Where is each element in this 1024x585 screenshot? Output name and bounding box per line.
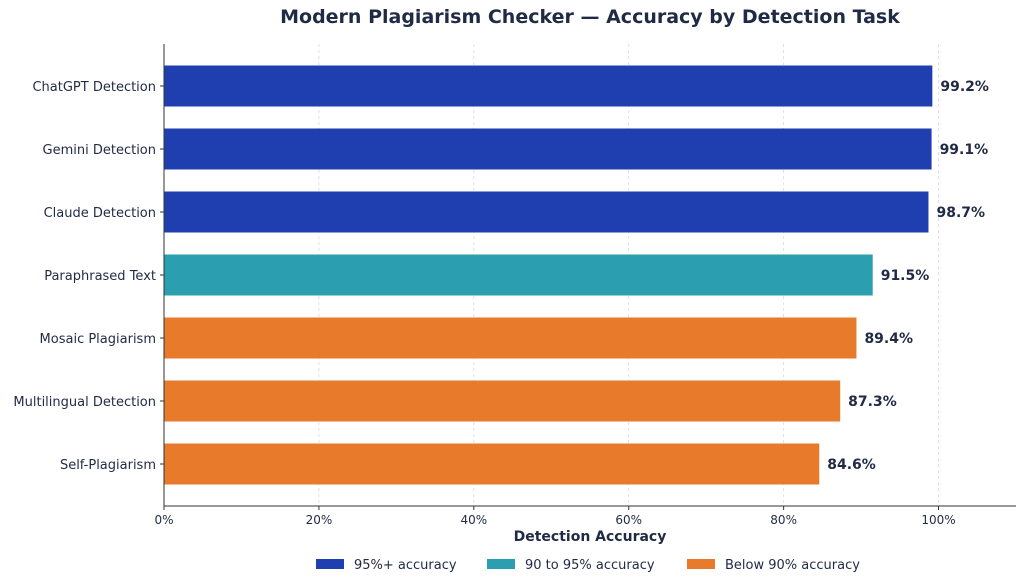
bar [164, 128, 932, 170]
legend-swatch [487, 559, 515, 569]
bar [164, 380, 841, 422]
bar-value-label: 91.5% [881, 268, 930, 284]
x-tick-label: 20% [306, 513, 333, 527]
legend-item: 90 to 95% accuracy [487, 558, 655, 573]
y-tick-label: Mosaic Plagiarism [40, 332, 156, 347]
x-tick-label: 40% [460, 513, 487, 527]
y-tick-label: Self-Plagiarism [60, 458, 156, 473]
y-tick-label: ChatGPT Detection [32, 80, 156, 95]
bar [164, 254, 873, 296]
y-tick-label: Gemini Detection [43, 143, 156, 158]
legend-swatch [316, 559, 344, 569]
legend-item: 95%+ accuracy [316, 558, 457, 573]
y-tick-label: Claude Detection [44, 206, 156, 221]
bar [164, 317, 857, 359]
y-tick-label: Multilingual Detection [13, 395, 156, 410]
bar [164, 443, 820, 485]
legend-label: 95%+ accuracy [354, 558, 457, 573]
bar-value-label: 89.4% [864, 331, 913, 347]
bar-value-label: 99.2% [940, 79, 989, 95]
x-tick-label: 60% [615, 513, 642, 527]
x-tick-label: 0% [154, 513, 173, 527]
y-tick-labels: ChatGPT Detection Gemini Detection Claude … [13, 80, 164, 473]
y-tick-label: Paraphrased Text [44, 269, 156, 284]
bar [164, 65, 933, 107]
bar-value-label: 84.6% [827, 457, 876, 473]
legend-label: 90 to 95% accuracy [525, 558, 655, 573]
legend-item: Below 90% accuracy [687, 558, 860, 573]
legend: 95%+ accuracy 90 to 95% accuracy Below 90%… [316, 558, 860, 573]
x-axis-label: Detection Accuracy [514, 529, 667, 545]
bar [164, 191, 929, 233]
bar-value-label: 99.1% [940, 142, 989, 158]
legend-swatch [687, 559, 715, 569]
x-tick-label: 80% [770, 513, 797, 527]
legend-label: Below 90% accuracy [725, 558, 860, 573]
bars [164, 65, 933, 485]
value-labels: 99.2% 99.1% 98.7% 91.5% 89.4% 87.3% 84.6% [827, 79, 989, 473]
bar-value-label: 98.7% [936, 205, 985, 221]
x-tick-label: 100% [921, 513, 955, 527]
bar-value-label: 87.3% [848, 394, 897, 410]
x-tick-labels: 0% 20% 40% 60% 80% 100% [154, 506, 956, 527]
chart-title: Modern Plagiarism Checker — Accuracy by … [280, 6, 900, 28]
